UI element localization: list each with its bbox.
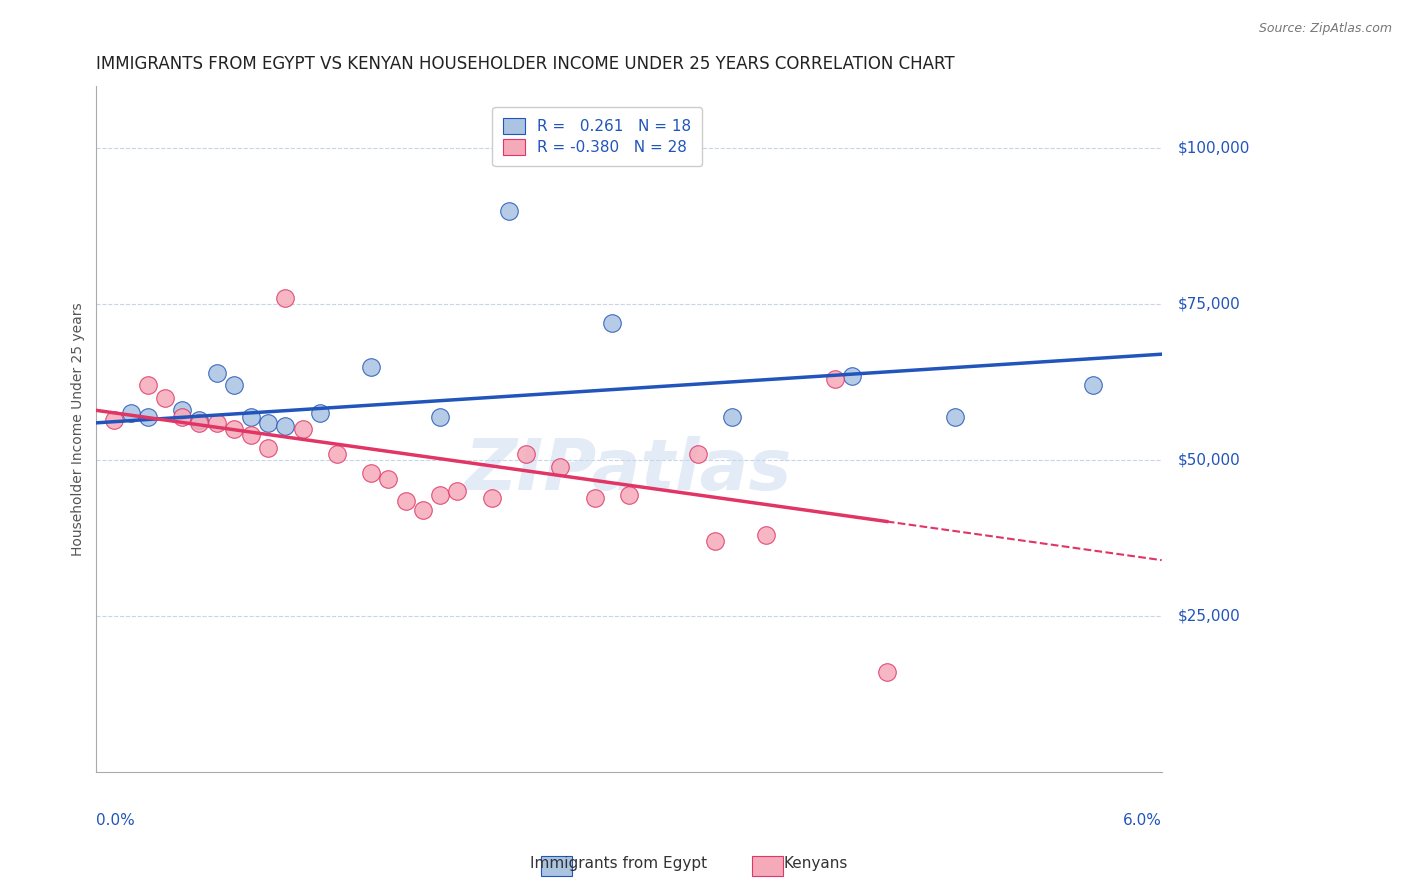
Point [153,391,176,405]
Point [755,528,778,542]
Point [395,493,418,508]
Point [377,472,399,486]
Point [360,466,382,480]
Point [205,416,228,430]
Point [222,378,245,392]
Point [188,416,211,430]
Text: ZIPatlas: ZIPatlas [465,436,793,505]
Point [498,203,520,218]
Text: Immigrants from Egypt: Immigrants from Egypt [530,856,707,871]
Point [429,488,451,502]
Point [120,407,142,421]
Point [291,422,314,436]
Point [274,291,297,305]
Point [240,428,263,442]
Point [703,534,725,549]
Point [721,409,744,424]
Point [583,491,606,505]
Point [1081,378,1104,392]
Point [205,366,228,380]
Point [360,359,382,374]
Point [240,409,263,424]
Point [274,419,297,434]
Point [876,665,898,680]
Point [841,369,863,384]
Point [103,413,125,427]
Point [136,378,159,392]
Point [172,409,194,424]
Point [257,441,280,455]
Text: IMMIGRANTS FROM EGYPT VS KENYAN HOUSEHOLDER INCOME UNDER 25 YEARS CORRELATION CH: IMMIGRANTS FROM EGYPT VS KENYAN HOUSEHOL… [97,55,955,73]
Point [412,503,434,517]
Point [257,416,280,430]
Point [617,488,640,502]
Text: Kenyans: Kenyans [783,856,848,871]
Point [824,372,846,386]
Point [326,447,349,461]
Text: $50,000: $50,000 [1178,453,1240,467]
Y-axis label: Householder Income Under 25 years: Householder Income Under 25 years [72,302,86,556]
Point [308,407,330,421]
Text: Source: ZipAtlas.com: Source: ZipAtlas.com [1258,22,1392,36]
Point [515,447,537,461]
Text: 0.0%: 0.0% [97,813,135,828]
Text: $75,000: $75,000 [1178,297,1240,311]
Point [429,409,451,424]
Point [446,484,468,499]
Point [172,403,194,417]
Text: 6.0%: 6.0% [1123,813,1161,828]
Point [222,422,245,436]
Legend: R =   0.261   N = 18, R = -0.380   N = 28: R = 0.261 N = 18, R = -0.380 N = 28 [492,107,702,166]
Point [686,447,709,461]
Point [945,409,967,424]
Point [548,459,571,474]
Point [600,316,623,330]
Text: $25,000: $25,000 [1178,609,1240,624]
Point [136,409,159,424]
Point [481,491,503,505]
Point [188,413,211,427]
Text: $100,000: $100,000 [1178,141,1250,156]
